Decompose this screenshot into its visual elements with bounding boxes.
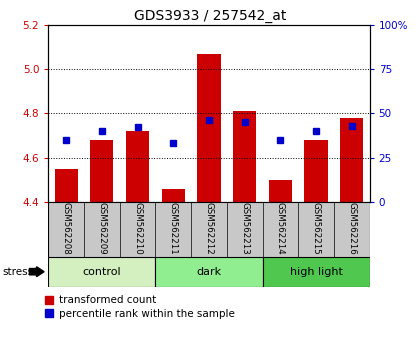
Text: high light: high light: [290, 267, 342, 277]
Text: GSM562211: GSM562211: [169, 202, 178, 255]
Bar: [304, 140, 328, 202]
Text: GSM562210: GSM562210: [133, 202, 142, 255]
Legend: transformed count, percentile rank within the sample: transformed count, percentile rank withi…: [45, 296, 234, 319]
Text: GSM562216: GSM562216: [347, 202, 356, 255]
Bar: [269, 180, 292, 202]
Text: GSM562212: GSM562212: [205, 202, 213, 255]
Bar: [55, 169, 78, 202]
Text: control: control: [83, 267, 121, 277]
Bar: [48, 257, 155, 287]
Bar: [90, 140, 113, 202]
Bar: [155, 257, 262, 287]
Text: GSM562213: GSM562213: [240, 202, 249, 255]
Text: GSM562208: GSM562208: [62, 202, 71, 255]
Bar: [233, 111, 256, 202]
Text: GDS3933 / 257542_at: GDS3933 / 257542_at: [134, 9, 286, 23]
Text: dark: dark: [197, 267, 221, 277]
Bar: [197, 53, 220, 202]
Text: GSM562214: GSM562214: [276, 202, 285, 255]
Bar: [162, 189, 185, 202]
Text: GSM562215: GSM562215: [312, 202, 320, 255]
Bar: [262, 257, 370, 287]
Text: stress: stress: [2, 267, 33, 277]
Bar: [340, 118, 363, 202]
Bar: [126, 131, 149, 202]
Text: GSM562209: GSM562209: [97, 202, 106, 255]
